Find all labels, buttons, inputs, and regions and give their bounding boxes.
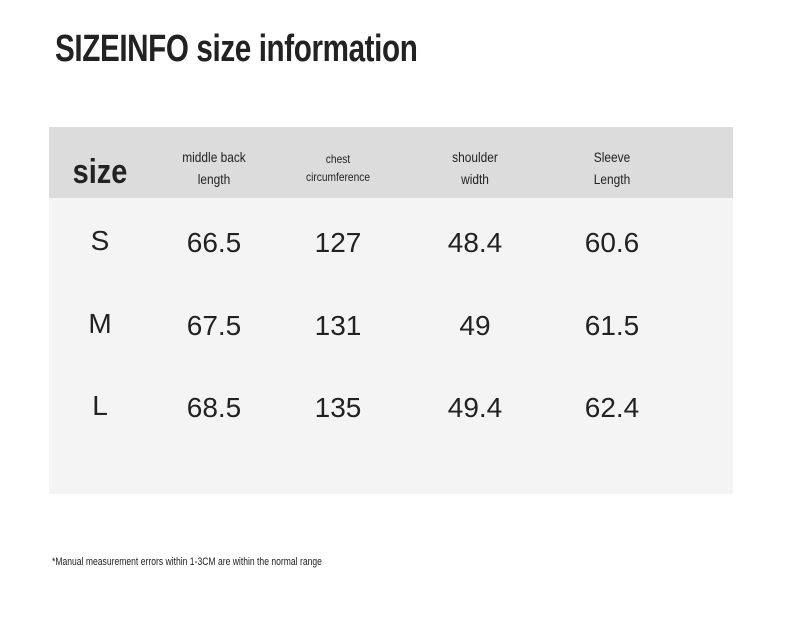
header-cell: middle back length xyxy=(182,146,245,190)
title: SIZEINFO size information xyxy=(55,28,418,70)
measurement: 67.5 xyxy=(186,310,242,341)
size-label: M xyxy=(88,308,112,339)
table-header-bg xyxy=(49,127,733,198)
header-line: shoulder xyxy=(452,149,498,165)
footnote: *Manual measurement errors within 1-3CM … xyxy=(52,556,322,568)
measurement: 49 xyxy=(459,310,491,341)
table-body-bg xyxy=(49,198,733,494)
measurement: 48.4 xyxy=(447,227,503,258)
header-line: size xyxy=(72,153,128,191)
header-cell: chest circumference xyxy=(306,150,370,186)
measurement: 131 xyxy=(314,310,362,341)
header-line: Length xyxy=(593,171,631,187)
size-label: L xyxy=(92,390,108,421)
measurement: 49.4 xyxy=(447,392,503,423)
measurement: 127 xyxy=(314,227,362,258)
header-line: Sleeve xyxy=(593,149,631,165)
measurement: 68.5 xyxy=(186,392,242,423)
measurement: 60.6 xyxy=(584,227,640,258)
measurement: 66.5 xyxy=(186,227,242,258)
size-label: S xyxy=(90,225,110,256)
header-line: middle back xyxy=(182,149,246,165)
measurement: 62.4 xyxy=(584,392,640,423)
header-line: chest xyxy=(325,152,351,166)
header-cell: Sleeve Length xyxy=(594,146,630,190)
header-cell: size xyxy=(72,153,128,191)
header-line: width xyxy=(461,171,489,187)
header-line: length xyxy=(197,171,231,187)
measurement: 135 xyxy=(314,392,362,423)
measurement: 61.5 xyxy=(584,310,640,341)
header-line: circumference xyxy=(305,170,371,184)
header-cell: shoulder width xyxy=(452,146,498,190)
